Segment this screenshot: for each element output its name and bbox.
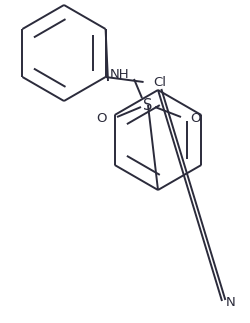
Text: NH: NH (110, 68, 129, 81)
Text: O: O (96, 112, 107, 126)
Text: Cl: Cl (153, 76, 166, 89)
Text: O: O (190, 112, 200, 126)
Text: S: S (143, 98, 152, 112)
Text: N: N (225, 297, 235, 309)
